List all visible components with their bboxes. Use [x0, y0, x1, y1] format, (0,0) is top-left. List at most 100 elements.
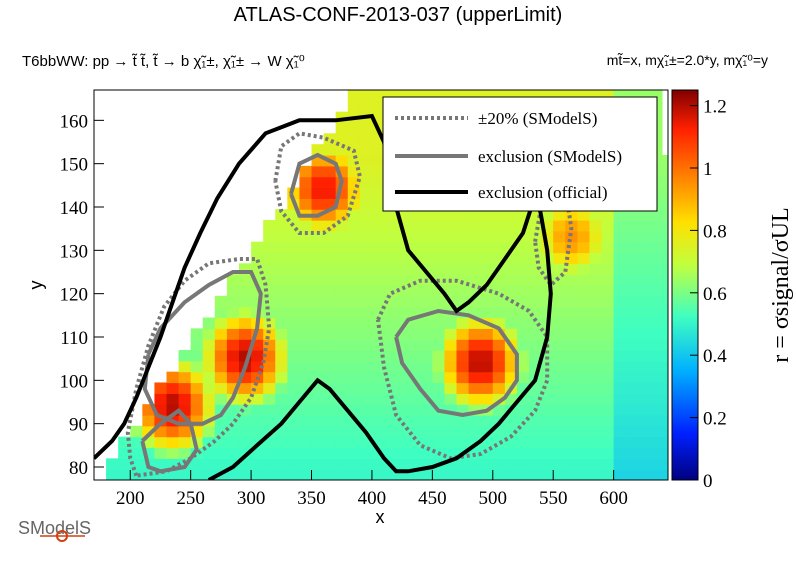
- heatmap-cell: [661, 371, 668, 384]
- heatmap-cell: [251, 469, 264, 480]
- heatmap-cell: [323, 415, 337, 427]
- heatmap-cell: [359, 447, 373, 459]
- heatmap-cell: [311, 176, 325, 189]
- heatmap-cell: [565, 458, 578, 470]
- heatmap-cell: [589, 371, 603, 384]
- heatmap-cell: [347, 165, 361, 178]
- heatmap-cell: [239, 306, 252, 319]
- heatmap-cell: [420, 447, 433, 459]
- heatmap-cell: [214, 425, 228, 438]
- heatmap-cell: [226, 469, 240, 480]
- heatmap-cell: [444, 469, 458, 480]
- heatmap-cell: [553, 328, 566, 340]
- heatmap-cell: [516, 317, 530, 329]
- heatmap-cell: [577, 425, 591, 438]
- heatmap-cell: [347, 436, 361, 449]
- heatmap-cell: [613, 328, 627, 340]
- heatmap-cell: [637, 404, 651, 416]
- z-tick-label: 0.4: [703, 346, 727, 367]
- heatmap-cell: [432, 295, 446, 308]
- heatmap-cell: [565, 425, 578, 438]
- heatmap-cell: [613, 371, 627, 384]
- heatmap-cell: [444, 328, 458, 340]
- heatmap-cell: [516, 241, 530, 254]
- heatmap-cell: [408, 220, 421, 232]
- heatmap-cell: [589, 90, 603, 102]
- heatmap-cell: [323, 241, 337, 254]
- heatmap-cell: [396, 285, 409, 297]
- heatmap-cell: [214, 350, 228, 362]
- heatmap-cell: [408, 350, 421, 362]
- heatmap-cell: [432, 230, 446, 243]
- heatmap-cell: [492, 339, 506, 351]
- heatmap-cell: [492, 306, 506, 319]
- smodels-logo: SModelS: [18, 518, 91, 542]
- heatmap-cell: [468, 306, 482, 319]
- heatmap-cell: [516, 274, 530, 286]
- heatmap-cell: [492, 360, 506, 373]
- heatmap-cell: [480, 209, 494, 221]
- heatmap-cell: [396, 371, 409, 384]
- heatmap-cell: [251, 252, 264, 264]
- heatmap-cell: [371, 306, 385, 319]
- z-tick-label: 1.2: [703, 97, 727, 118]
- heatmap-cell: [311, 393, 325, 405]
- heatmap-cell: [251, 458, 264, 470]
- heatmap-cell: [287, 371, 301, 384]
- heatmap-cell: [480, 90, 494, 91]
- heatmap-cell: [275, 328, 288, 340]
- heatmap-cell: [444, 241, 458, 254]
- heatmap-cell: [335, 220, 349, 232]
- heatmap-cell: [239, 274, 252, 286]
- heatmap-cell: [311, 220, 325, 232]
- heatmap-cell: [613, 295, 627, 308]
- heatmap-cell: [432, 425, 446, 438]
- heatmap-cell: [565, 90, 578, 91]
- heatmap-cell: [408, 360, 421, 373]
- heatmap-cell: [347, 90, 361, 102]
- heatmap-cell: [553, 469, 566, 480]
- heatmap-cell: [359, 230, 373, 243]
- heatmap-cell: [468, 328, 482, 340]
- heatmap-cell: [359, 306, 373, 319]
- heatmap-cell: [384, 371, 397, 384]
- heatmap-cell: [142, 436, 156, 449]
- heatmap-cell: [565, 90, 578, 102]
- heatmap-cell: [541, 90, 554, 91]
- heatmap-cell: [625, 220, 639, 232]
- heatmap-cell: [371, 144, 385, 156]
- heatmap-cell: [589, 404, 603, 416]
- heatmap-cell: [444, 360, 458, 373]
- heatmap-cell: [263, 241, 276, 254]
- heatmap-cell: [456, 252, 470, 264]
- heatmap-cell: [625, 328, 639, 340]
- heatmap-cell: [468, 317, 482, 329]
- heatmap-cell: [577, 317, 591, 329]
- heatmap-cell: [335, 187, 349, 199]
- heatmap-cell: [661, 220, 668, 232]
- heatmap-cell: [529, 90, 542, 102]
- heatmap-cell: [432, 317, 446, 329]
- heatmap-cell: [384, 306, 397, 319]
- heatmap-cell: [504, 393, 518, 405]
- plot-frame: [93, 89, 669, 481]
- heatmap-cell: [637, 469, 651, 480]
- heatmap-cell: [396, 90, 409, 102]
- heatmap-cell: [541, 90, 554, 102]
- heatmap-cell: [432, 209, 446, 221]
- heatmap-cell: [396, 252, 409, 264]
- heatmap-cell: [396, 415, 409, 427]
- heatmap-cell: [214, 306, 228, 319]
- chart-title: ATLAS-CONF-2013-037 (upperLimit): [233, 4, 563, 26]
- heatmap-cell: [335, 469, 349, 480]
- heatmap-cell: [178, 350, 192, 362]
- heatmap-cell: [420, 425, 433, 438]
- heatmap-cell: [601, 447, 615, 459]
- heatmap-cell: [601, 404, 615, 416]
- heatmap-cell: [529, 241, 542, 254]
- heatmap-cell: [432, 360, 446, 373]
- heatmap-cell: [625, 209, 639, 221]
- heatmap-cell: [347, 306, 361, 319]
- heatmap-cell: [214, 404, 228, 416]
